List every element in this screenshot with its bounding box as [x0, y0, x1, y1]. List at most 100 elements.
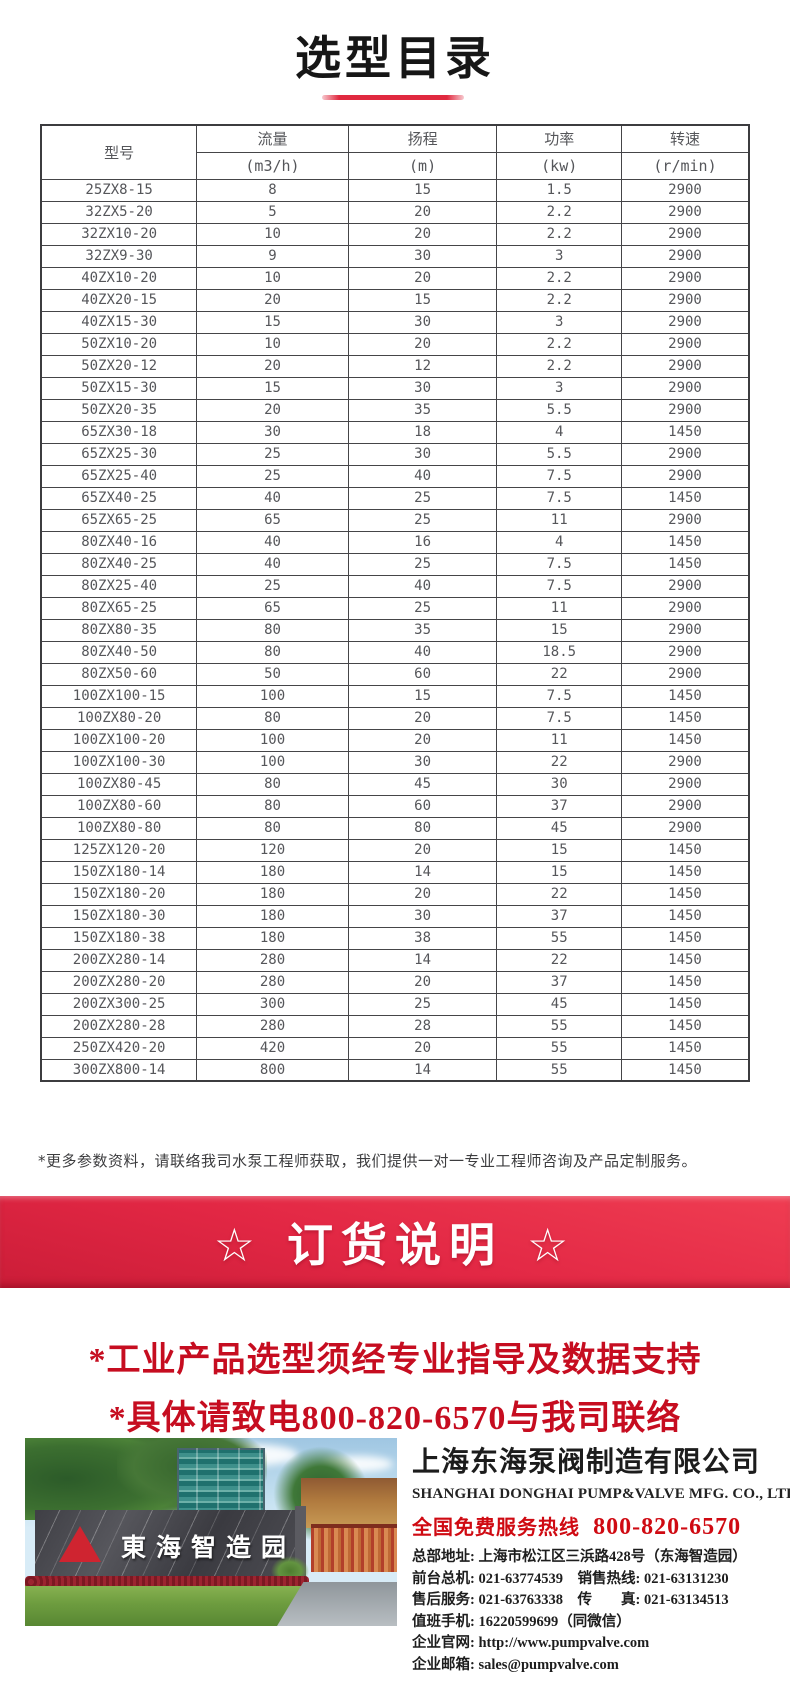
value-cell: 20: [347, 728, 498, 752]
value-cell: 2.2: [496, 266, 623, 290]
table-row: 32ZX9-30 9 30 3 2900: [40, 244, 750, 268]
value-cell: 1450: [621, 948, 750, 972]
col-header-head: 扬程: [347, 124, 498, 153]
table-row: 200ZX280-14 280 14 22 1450: [40, 948, 750, 972]
value-cell: 800: [196, 1058, 349, 1082]
value-cell: 280: [196, 970, 349, 994]
company-photo: 東海智造园: [25, 1438, 397, 1626]
value-cell: 4: [496, 420, 623, 444]
value-cell: 300: [196, 992, 349, 1016]
value-cell: 1450: [621, 838, 750, 862]
value-cell: 25: [347, 992, 498, 1016]
value-cell: 80: [347, 816, 498, 840]
table-row: 200ZX300-25 300 25 45 1450: [40, 992, 750, 1016]
table-row: 32ZX5-20 5 20 2.2 2900: [40, 200, 750, 224]
value-cell: 1450: [621, 552, 750, 576]
col-header-speed: 转速: [621, 124, 750, 153]
model-cell: 100ZX80-60: [40, 794, 198, 818]
model-cell: 150ZX180-38: [40, 926, 198, 950]
model-cell: 32ZX5-20: [40, 200, 198, 224]
value-cell: 30: [496, 772, 623, 796]
table-row: 200ZX280-28 280 28 55 1450: [40, 1014, 750, 1038]
col-header-flow: 流量: [196, 124, 349, 153]
value-cell: 50: [196, 662, 349, 686]
table-row: 50ZX20-12 20 12 2.2 2900: [40, 354, 750, 378]
model-cell: 40ZX20-15: [40, 288, 198, 312]
value-cell: 11: [496, 508, 623, 532]
value-cell: 2900: [621, 178, 750, 202]
table-row: 250ZX420-20 420 20 55 1450: [40, 1036, 750, 1060]
value-cell: 8: [196, 178, 349, 202]
col-unit-speed: (r/min): [621, 151, 750, 180]
table-body: 25ZX8-15 8 15 1.5 2900 32ZX5-20 5 20 2.2 2900 32ZX…: [40, 178, 750, 1082]
contact-line: 总部地址: 上海市松江区三浜路428号（东海智造园）: [412, 1549, 747, 1565]
table-row: 125ZX120-20 120 20 15 1450: [40, 838, 750, 862]
model-cell: 100ZX80-45: [40, 772, 198, 796]
value-cell: 10: [196, 332, 349, 356]
company-logo-icon: [59, 1526, 101, 1562]
value-cell: 60: [347, 794, 498, 818]
value-cell: 14: [347, 1058, 498, 1082]
value-cell: 55: [496, 1058, 623, 1082]
value-cell: 40: [347, 640, 498, 664]
model-cell: 32ZX9-30: [40, 244, 198, 268]
model-cell: 125ZX120-20: [40, 838, 198, 862]
value-cell: 60: [347, 662, 498, 686]
value-cell: 2.2: [496, 332, 623, 356]
value-cell: 25: [196, 442, 349, 466]
value-cell: 2900: [621, 376, 750, 400]
value-cell: 1450: [621, 706, 750, 730]
contact-lines: 总部地址: 上海市松江区三浜路428号（东海智造园） 前台总机: 021-6377…: [412, 1547, 784, 1676]
value-cell: 1450: [621, 1014, 750, 1038]
gate-shape: [311, 1524, 397, 1572]
value-cell: 20: [347, 332, 498, 356]
value-cell: 30: [347, 750, 498, 774]
value-cell: 18.5: [496, 640, 623, 664]
col-header-power: 功率: [496, 124, 623, 153]
value-cell: 1450: [621, 904, 750, 928]
value-cell: 2900: [621, 332, 750, 356]
table-row: 300ZX800-14 800 14 55 1450: [40, 1058, 750, 1082]
value-cell: 15: [496, 618, 623, 642]
value-cell: 2900: [621, 816, 750, 840]
table-header: 型号 流量 扬程 功率 转速 (m3/h) (m) (kw) (r/min): [40, 124, 750, 180]
table-row: 80ZX40-50 80 40 18.5 2900: [40, 640, 750, 664]
value-cell: 1450: [621, 684, 750, 708]
building-shape: [301, 1478, 397, 1528]
table-row: 65ZX25-40 25 40 7.5 2900: [40, 464, 750, 488]
order-banner-label: ☆ 订货说明 ☆: [213, 1218, 577, 1272]
hotline-label: 全国免费服务热线: [412, 1515, 580, 1539]
advisory-line-1: *工业产品选型须经专业指导及数据支持: [88, 1342, 702, 1379]
value-cell: 15: [347, 288, 498, 312]
value-cell: 1450: [621, 882, 750, 906]
table-row: 150ZX180-14 180 14 15 1450: [40, 860, 750, 884]
value-cell: 22: [496, 882, 623, 906]
footnote: *更多参数资料，请联络我司水泵工程师获取，我们提供一对一专业工程师咨询及产品定制…: [38, 1152, 698, 1170]
model-cell: 150ZX180-30: [40, 904, 198, 928]
model-cell: 250ZX420-20: [40, 1036, 198, 1060]
value-cell: 2900: [621, 266, 750, 290]
table-row: 150ZX180-30 180 30 37 1450: [40, 904, 750, 928]
value-cell: 22: [496, 750, 623, 774]
wall-sign-text: 東海智造园: [121, 1533, 297, 1562]
model-cell: 100ZX100-15: [40, 684, 198, 708]
value-cell: 2.2: [496, 222, 623, 246]
value-cell: 80: [196, 816, 349, 840]
value-cell: 2900: [621, 442, 750, 466]
value-cell: 120: [196, 838, 349, 862]
value-cell: 1450: [621, 860, 750, 884]
value-cell: 7.5: [496, 552, 623, 576]
value-cell: 420: [196, 1036, 349, 1060]
advisory-line-2: *具体请致电800-820-6570与我司联络: [108, 1400, 682, 1437]
value-cell: 2900: [621, 596, 750, 620]
order-banner: ☆ 订货说明 ☆: [0, 1196, 790, 1288]
contact-line: 前台总机: 021-63774539 销售热线: 021-63131230: [412, 1570, 729, 1587]
table-row: 100ZX80-80 80 80 45 2900: [40, 816, 750, 840]
table-row: 65ZX30-18 30 18 4 1450: [40, 420, 750, 444]
value-cell: 55: [496, 1014, 623, 1038]
table-row: 200ZX280-20 280 20 37 1450: [40, 970, 750, 994]
value-cell: 7.5: [496, 574, 623, 598]
value-cell: 11: [496, 728, 623, 752]
table-row: 40ZX10-20 10 20 2.2 2900: [40, 266, 750, 290]
